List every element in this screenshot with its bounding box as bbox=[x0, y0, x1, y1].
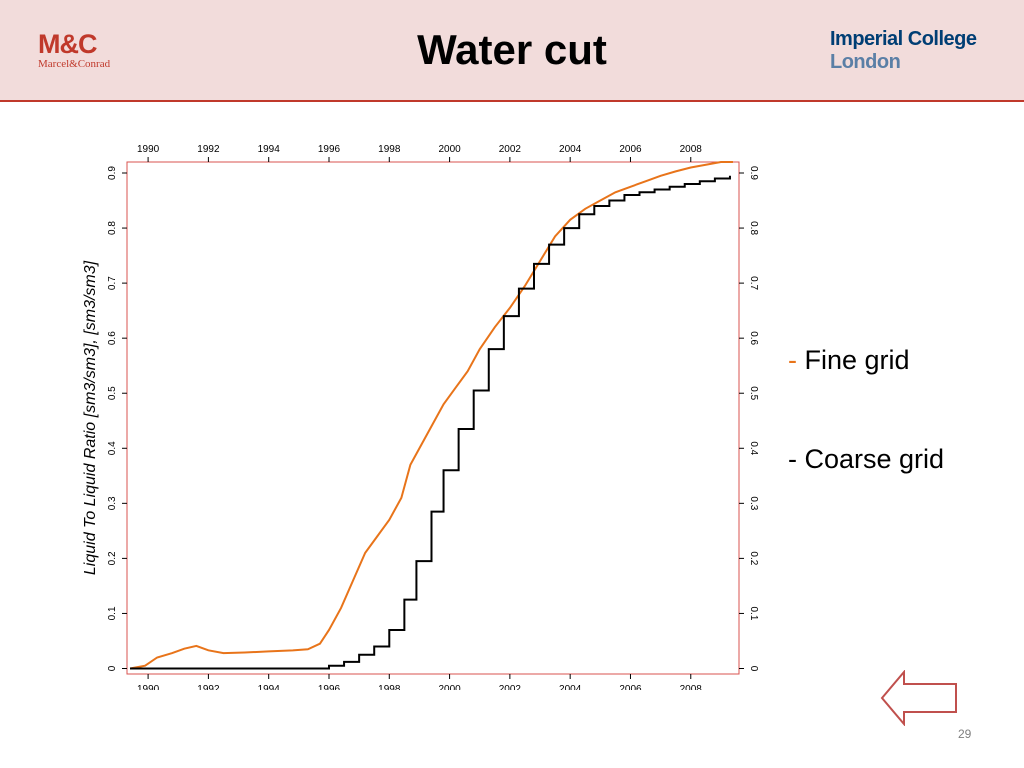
x-tick-label-top: 1996 bbox=[318, 144, 341, 155]
y-tick-label-left: 0 bbox=[107, 665, 118, 671]
legend-coarse-label: - Coarse grid bbox=[788, 444, 945, 474]
x-tick-label-top: 2000 bbox=[438, 144, 461, 155]
x-tick-label-top: 2008 bbox=[680, 144, 703, 155]
y-tick-label-right: 0.1 bbox=[748, 606, 759, 620]
x-tick-label-top: 1992 bbox=[197, 144, 220, 155]
left-arrow-icon bbox=[880, 670, 957, 726]
page-number: 29 bbox=[958, 727, 972, 741]
x-tick-label-top: 2004 bbox=[559, 144, 582, 155]
x-tick-label-bottom: 1990 bbox=[137, 684, 160, 690]
legend-fine-grid: - Fine grid bbox=[788, 345, 910, 376]
x-tick-label-bottom: 1992 bbox=[197, 684, 220, 690]
y-tick-label-left: 0.2 bbox=[107, 551, 118, 565]
y-tick-label-right: 0.6 bbox=[748, 331, 759, 345]
plot-area bbox=[126, 161, 740, 675]
y-tick-label-right: 0 bbox=[748, 666, 759, 672]
y-tick-label-left: 0.5 bbox=[107, 386, 118, 400]
slide-title: Water cut bbox=[417, 26, 607, 73]
x-tick-label-top: 1998 bbox=[378, 144, 401, 155]
y-tick-label-left: 0.3 bbox=[107, 496, 118, 510]
x-tick-label-top: 2006 bbox=[619, 144, 642, 155]
y-tick-label-right: 0.2 bbox=[748, 551, 759, 565]
legend-fine-label: Fine grid bbox=[804, 345, 910, 375]
legend-fine-dash: - bbox=[788, 345, 797, 375]
y-tick-label-left: 0.6 bbox=[107, 331, 118, 345]
back-arrow-button[interactable] bbox=[880, 670, 960, 726]
y-axis-label: Liquid To Liquid Ratio [sm3/sm3], [sm3/s… bbox=[82, 260, 99, 575]
x-tick-label-bottom: 2006 bbox=[619, 684, 642, 690]
marcel-conrad-logo: M&C Marcel&Conrad bbox=[38, 30, 110, 70]
water-cut-chart: 1990 1990 1992 1992 1994 1994 1996 1996 1998 1998… bbox=[82, 144, 759, 690]
legend-coarse-grid: - Coarse grid bbox=[788, 444, 944, 475]
x-tick-label-bottom: 2004 bbox=[559, 684, 582, 690]
y-tick-label-right: 0.9 bbox=[748, 166, 759, 180]
series-line-fine bbox=[129, 161, 733, 670]
logo-ic-line1: Imperial College bbox=[830, 28, 977, 50]
y-tick-label-right: 0.4 bbox=[748, 441, 759, 455]
logo-mc-sub: Marcel&Conrad bbox=[38, 58, 111, 70]
y-tick-label-left: 0.9 bbox=[107, 166, 118, 180]
x-tick-label-bottom: 2002 bbox=[499, 684, 522, 690]
x-tick-label-bottom: 2000 bbox=[438, 684, 461, 690]
y-tick-label-left: 0.4 bbox=[107, 441, 118, 455]
x-tick-label-top: 1990 bbox=[137, 144, 160, 155]
y-tick-label-right: 0.7 bbox=[748, 276, 759, 290]
y-tick-label-right: 0.8 bbox=[748, 221, 759, 235]
x-tick-label-bottom: 2008 bbox=[680, 684, 703, 690]
y-tick-label-left: 0.7 bbox=[107, 276, 118, 290]
x-tick-label-top: 2002 bbox=[499, 144, 522, 155]
series-line-coarse bbox=[130, 175, 731, 670]
y-tick-label-left: 0.1 bbox=[107, 606, 118, 620]
x-tick-label-bottom: 1994 bbox=[258, 684, 281, 690]
x-tick-label-bottom: 1998 bbox=[378, 684, 401, 690]
imperial-college-logo: Imperial College London bbox=[830, 28, 977, 74]
x-tick-label-bottom: 1996 bbox=[318, 684, 341, 690]
y-tick-label-right: 0.5 bbox=[748, 386, 759, 400]
logo-mc-main: M&C bbox=[38, 29, 98, 59]
y-tick-label-left: 0.8 bbox=[107, 221, 118, 235]
x-tick-label-top: 1994 bbox=[258, 144, 281, 155]
y-tick-label-right: 0.3 bbox=[748, 496, 759, 510]
logo-ic-line2: London bbox=[830, 51, 901, 73]
slide-header: M&C Marcel&Conrad Water cut Imperial Col… bbox=[0, 0, 1024, 102]
